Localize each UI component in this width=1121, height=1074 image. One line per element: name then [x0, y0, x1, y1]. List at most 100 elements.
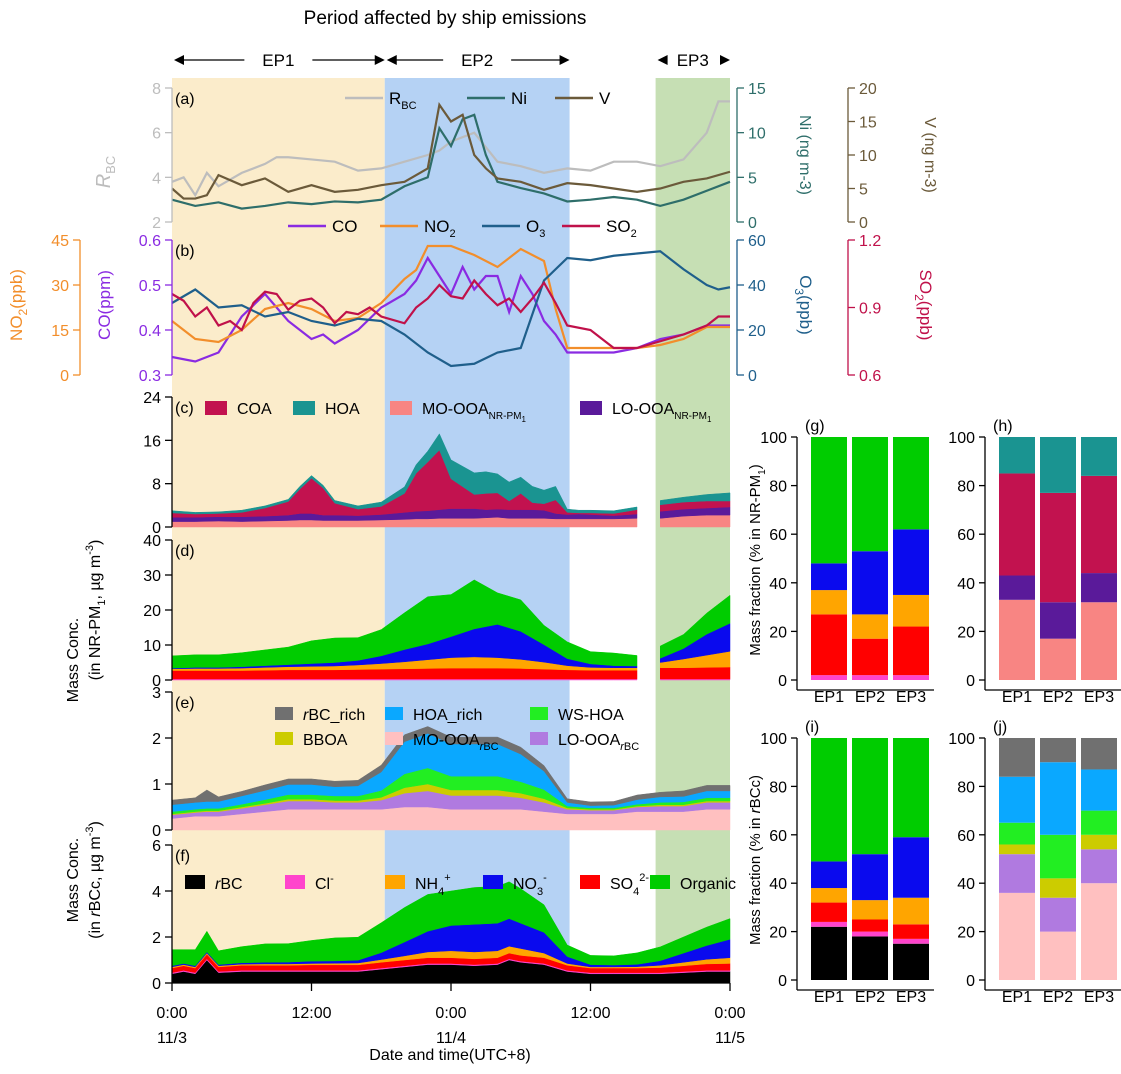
bar-segment	[811, 563, 847, 591]
bar-segment	[1040, 738, 1076, 763]
area-series	[171, 726, 731, 806]
bar-segment	[999, 776, 1035, 823]
tick-label: 4	[152, 170, 161, 187]
bar-segment	[811, 675, 847, 680]
axis-title-v: V (ng m-3)	[921, 117, 938, 193]
bar-segment	[852, 854, 888, 901]
tick-label: 80	[957, 779, 975, 796]
axis-title-mass-conc-pm1-units: (in NR-PM1, µg m-3)	[84, 540, 108, 681]
label-part: SO	[916, 270, 935, 295]
label-part: -3	[84, 826, 96, 836]
label-part: 3	[792, 288, 806, 295]
tick-label: 60	[748, 233, 766, 250]
tick-label: 0	[748, 368, 757, 385]
bar-segment	[999, 599, 1035, 680]
panel-label: (g)	[805, 418, 825, 435]
tick-label: 0	[152, 823, 161, 840]
bar-segment	[1081, 883, 1117, 980]
axis-title-so2: SO2(ppb)	[912, 270, 935, 341]
bar-segment	[811, 902, 847, 922]
bar-segment	[1040, 878, 1076, 898]
bar-segment	[893, 529, 929, 595]
label-part: BCc)	[747, 775, 764, 808]
label-part: COA	[237, 401, 272, 418]
bar-segment	[1040, 437, 1076, 493]
bar-category-label: EP1	[1002, 989, 1032, 1006]
label-part: LO-OOA	[612, 401, 675, 418]
tick-label: 0	[778, 973, 787, 990]
label-part: BC	[401, 100, 416, 112]
tick-label: 100	[948, 430, 975, 447]
bar-segment	[893, 437, 929, 530]
tick-label: 24	[143, 390, 161, 407]
tick-label: 15	[748, 81, 766, 98]
legend-item: HOA	[325, 401, 360, 418]
tick-label: 5	[859, 182, 868, 199]
label-part: Mass Conc.	[65, 838, 82, 922]
legend-swatch	[205, 401, 227, 415]
x-tick-label: 12:00	[570, 1005, 610, 1022]
legend-swatch	[385, 707, 403, 720]
area-series	[660, 666, 731, 680]
bar-segment	[1081, 769, 1117, 811]
bar-segment	[852, 638, 888, 676]
bar-segment	[893, 626, 929, 676]
x-tick-date: 11/5	[715, 1030, 745, 1047]
legend-item: LO-OOArBC	[558, 732, 639, 753]
bar-category-label: EP2	[855, 989, 885, 1006]
bar-segment	[893, 738, 929, 838]
label-part: NO	[7, 315, 26, 341]
label-part: 2	[16, 308, 30, 315]
legend-swatch	[385, 732, 403, 745]
legend-swatch	[293, 401, 315, 415]
tick-label: 40	[769, 576, 787, 593]
label-part: (ppb)	[7, 269, 26, 309]
tick-label: 20	[769, 925, 787, 942]
legend-item: rBC_rich	[303, 707, 365, 724]
label-part: Mass fraction (% in NR-PM	[747, 475, 764, 656]
tick-label: 0	[152, 673, 161, 690]
bar-segment	[1081, 573, 1117, 603]
label-part: Cl	[315, 876, 330, 893]
tick-label: 20	[748, 323, 766, 340]
tick-label: 4	[152, 884, 161, 901]
tick-label: 0.9	[859, 301, 881, 318]
series-line	[171, 250, 731, 368]
legend-swatch	[275, 707, 293, 720]
episode-label: EP2	[461, 51, 493, 70]
bar-segment	[811, 437, 847, 564]
tick-label: 1.2	[859, 233, 881, 250]
tick-label: 0.3	[139, 368, 161, 385]
legend-item: WS-HOA	[558, 707, 624, 724]
tick-label: 5	[748, 170, 757, 187]
axis-title-o3: O3(ppb)	[792, 275, 815, 335]
legend-swatch	[530, 732, 548, 745]
label-part: NO	[424, 217, 450, 236]
label-part: (in	[87, 917, 104, 939]
axis-title-mass-conc-rbc: Mass Conc.	[65, 838, 82, 922]
label-part: , µg m	[87, 555, 104, 600]
label-part: r	[303, 707, 309, 724]
x-tick-label: 0:00	[714, 1005, 745, 1022]
label-part: BCc, µg m	[87, 836, 104, 911]
bar-category-label: EP1	[814, 689, 844, 706]
bar-segment	[852, 675, 888, 680]
tick-label: 60	[769, 828, 787, 845]
legend-item: CO	[332, 217, 358, 236]
bar-segment	[999, 473, 1035, 576]
axis-title-mass-conc-pm1: Mass Conc.	[65, 618, 82, 702]
area-series	[660, 594, 731, 659]
label-part: 3	[539, 228, 545, 240]
bar-segment	[1040, 762, 1076, 835]
panel-label: (a)	[175, 91, 195, 108]
label-part: 2	[450, 228, 456, 240]
tick-label: 80	[957, 479, 975, 496]
bar-segment	[852, 919, 888, 932]
legend-swatch	[580, 875, 600, 889]
legend-item: LO-OOANR-PM1	[612, 401, 712, 424]
tick-label: 8	[152, 81, 161, 98]
bar-segment	[1081, 849, 1117, 884]
tick-label: 20	[957, 624, 975, 641]
